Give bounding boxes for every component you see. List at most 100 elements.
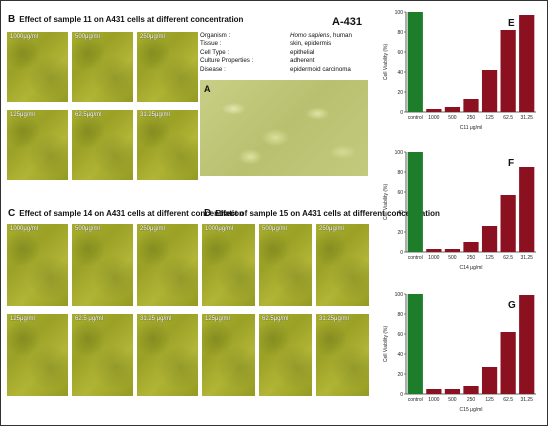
info-value: epidermoid carcinoma bbox=[290, 66, 351, 74]
chart-panel-letter: E bbox=[508, 18, 515, 29]
x-tick-label: control bbox=[408, 115, 423, 121]
panel-d-title-text: Effect of sample 15 on A431 cells at dif… bbox=[215, 209, 440, 218]
y-tick-label: 0 bbox=[400, 392, 403, 398]
y-tick-label: 40 bbox=[397, 352, 403, 358]
y-tick-label: 80 bbox=[397, 312, 403, 318]
x-tick-label: 31.25 bbox=[520, 397, 533, 403]
x-tick-label: 500 bbox=[448, 255, 457, 261]
chart-e: 0 20 40 60 80 100 control 1000 500 250 125 62.5 31.2… bbox=[383, 10, 536, 131]
info-key: Tissue : bbox=[200, 40, 222, 48]
bar-62.5 bbox=[500, 195, 516, 252]
info-value-text: epithelial bbox=[290, 48, 315, 56]
info-value: skin, epidermis bbox=[290, 40, 331, 48]
panel-b-concentration-label: 62.5μg/ml bbox=[75, 112, 102, 118]
bar-125 bbox=[481, 226, 498, 252]
panel-c-concentration-label: 125μg/ml bbox=[10, 316, 35, 322]
bar-1000 bbox=[426, 109, 442, 112]
panel-d-micrograph: 62.5μg/ml bbox=[259, 314, 312, 396]
x-tick-label: 125 bbox=[485, 255, 494, 261]
y-tick-label: 60 bbox=[397, 332, 403, 338]
x-tick-label: 62.5 bbox=[503, 255, 513, 261]
bar-control bbox=[407, 152, 423, 252]
bar-125 bbox=[481, 367, 498, 394]
panel-c-letter: C bbox=[8, 208, 16, 219]
y-tick-label: 80 bbox=[397, 30, 403, 36]
panel-b-concentration-label: 1000μg/ml bbox=[10, 34, 39, 40]
panel-c-concentration-label: 250μg/ml bbox=[140, 226, 165, 232]
panel-d-micrograph: 125μg/ml bbox=[202, 314, 255, 396]
panel-a-letter: A bbox=[204, 84, 211, 94]
x-tick-label: 125 bbox=[485, 397, 494, 403]
panel-d-micrograph: 250μg/ml bbox=[316, 224, 369, 306]
panel-c-concentration-label: 1000μg/ml bbox=[10, 226, 39, 232]
info-value-text: skin, epidermis bbox=[290, 40, 332, 48]
x-tick-label: control bbox=[408, 397, 423, 403]
y-tick-label: 60 bbox=[397, 50, 403, 56]
panel-c-micrograph: 1000μg/ml bbox=[7, 224, 68, 306]
panel-d-micrograph: 1000μg/ml bbox=[202, 224, 255, 306]
bar-250 bbox=[463, 99, 479, 112]
panel-a-micrograph: A bbox=[200, 80, 368, 176]
y-tick-label: 100 bbox=[395, 150, 404, 156]
info-value: Homo sapiens, human bbox=[290, 32, 352, 40]
info-value-text: adherent bbox=[290, 57, 315, 65]
info-key: Organism : bbox=[200, 32, 231, 39]
y-tick-label: 0 bbox=[400, 250, 403, 256]
panel-b-concentration-label: 500μg/ml bbox=[75, 34, 100, 40]
bar-1000 bbox=[426, 249, 442, 252]
panel-b-micrograph: 500μg/ml bbox=[72, 32, 133, 102]
panel-b-title-text: Effect of sample 11 on A431 cells at dif… bbox=[19, 15, 244, 24]
panel-d-concentration-label: 1000μg/ml bbox=[205, 226, 234, 232]
bar-250 bbox=[463, 386, 479, 394]
panel-b-micrograph: 31.25μg/ml bbox=[137, 110, 198, 180]
panel-d-concentration-label: 125μg/ml bbox=[205, 316, 230, 322]
bar-control bbox=[407, 294, 423, 394]
panel-d-concentration-label: 62.5μg/ml bbox=[262, 316, 289, 322]
info-key: Cell Type : bbox=[200, 48, 230, 56]
panel-c-micrograph: 62.5 μg/ml bbox=[72, 314, 133, 396]
panel-c-concentration-label: 31.25 μg/ml bbox=[140, 316, 172, 322]
panel-b-concentration-label: 31.25μg/ml bbox=[140, 112, 170, 118]
x-tick-label: 1000 bbox=[428, 255, 439, 261]
chart-f: 0 20 40 60 80 100 control 1000 500 250 125 62.5 31.2… bbox=[383, 150, 536, 271]
panel-d-concentration-label: 31.25μg/ml bbox=[319, 316, 349, 322]
x-tick-label: 1000 bbox=[428, 397, 439, 403]
panel-b-micrograph: 250μg/ml bbox=[137, 32, 198, 102]
x-tick-label: 250 bbox=[467, 397, 476, 403]
panel-d-concentration-label: 500μg/ml bbox=[262, 226, 287, 232]
x-tick-label: 1000 bbox=[428, 115, 439, 121]
y-tick-label: 20 bbox=[397, 90, 403, 96]
chart-g: 0 20 40 60 80 100 control 1000 500 250 125 62.5 31.2… bbox=[383, 292, 536, 413]
x-tick-label: 500 bbox=[448, 115, 457, 121]
panel-d-micrograph: 31.25μg/ml bbox=[316, 314, 369, 396]
x-tick-label: 31.25 bbox=[520, 255, 533, 261]
x-tick-label: 62.5 bbox=[503, 115, 513, 121]
y-tick-label: 100 bbox=[395, 292, 404, 298]
panel-b-micrograph: 125μg/ml bbox=[7, 110, 68, 180]
x-tick-label: control bbox=[408, 255, 423, 261]
y-tick-label: 20 bbox=[397, 372, 403, 378]
bar-62.5 bbox=[500, 332, 516, 394]
bar-500 bbox=[444, 107, 461, 112]
bar-control bbox=[407, 12, 423, 112]
panel-c-title: C Effect of sample 14 on A431 cells at di… bbox=[8, 208, 244, 219]
panel-d-micrograph: 500μg/ml bbox=[259, 224, 312, 306]
info-value: epithelial bbox=[290, 49, 314, 57]
bar-62.5 bbox=[500, 30, 516, 112]
y-tick-label: 20 bbox=[397, 230, 403, 236]
bar-500 bbox=[444, 249, 461, 252]
x-axis-label: C15 μg/ml bbox=[460, 407, 483, 413]
panel-c-title-text: Effect of sample 14 on A431 cells at dif… bbox=[19, 209, 244, 218]
panel-d-concentration-label: 250μg/ml bbox=[319, 226, 344, 232]
panel-b-concentration-label: 250μg/ml bbox=[140, 34, 165, 40]
panel-d-letter: D bbox=[204, 208, 212, 219]
bar-1000 bbox=[426, 389, 442, 394]
panel-b-concentration-label: 125μg/ml bbox=[10, 112, 35, 118]
x-tick-label: 250 bbox=[467, 255, 476, 261]
info-key: Culture Properties : bbox=[200, 57, 254, 65]
panel-d-title: D Effect of sample 15 on A431 cells at di… bbox=[204, 208, 440, 219]
info-value-italic: Homo sapiens bbox=[290, 32, 330, 39]
panel-c-micrograph: 125μg/ml bbox=[7, 314, 68, 396]
panel-c-micrograph: 250μg/ml bbox=[137, 224, 198, 306]
